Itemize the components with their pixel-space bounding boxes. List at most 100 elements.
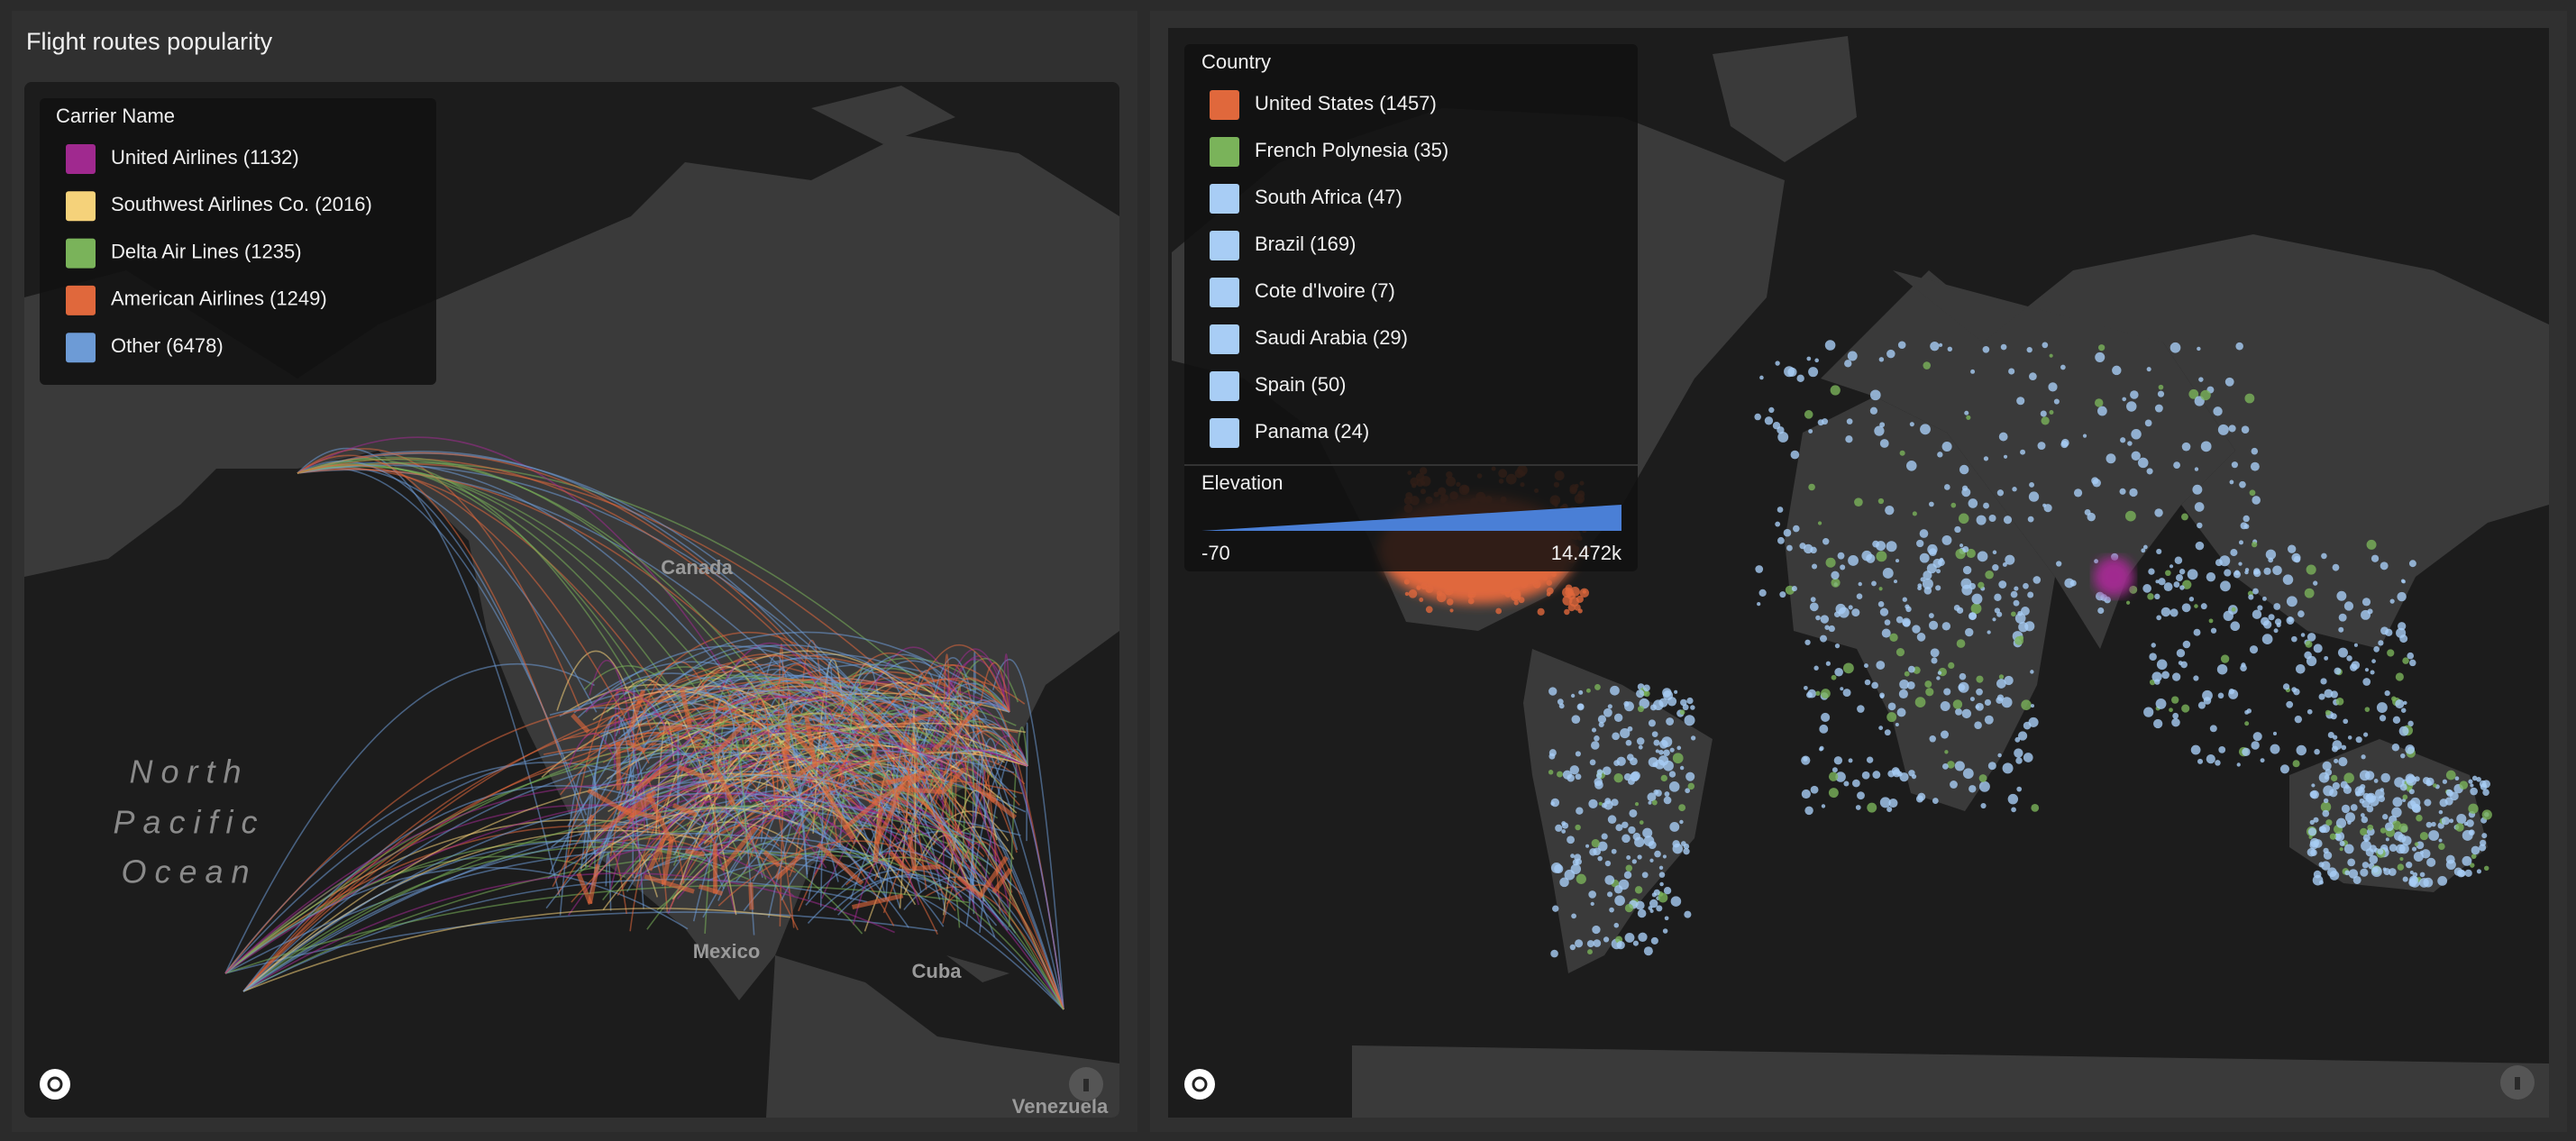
airport-point (1684, 715, 1695, 726)
route-arc (629, 774, 973, 844)
airport-point (1578, 689, 1584, 695)
airport-point (1848, 758, 1853, 763)
airport-point (2347, 820, 2352, 825)
airport-point (2228, 424, 2236, 433)
airport-point (2014, 736, 2021, 743)
airport-point (1994, 593, 2002, 602)
airport-point (1620, 727, 1631, 739)
airport-point (2335, 698, 2344, 706)
route-arc (224, 663, 595, 974)
airport-point (1658, 749, 1664, 755)
airport-point (1626, 753, 1634, 762)
route-arc (592, 747, 1015, 790)
airport-point (2194, 467, 2199, 471)
airport-point (2023, 582, 2029, 589)
airport-point (2344, 870, 2351, 876)
airport-point (1872, 771, 1881, 779)
airport-point (2119, 488, 2126, 495)
airport-point (1851, 608, 1860, 617)
route-arc (956, 875, 984, 899)
airport-point (2337, 647, 2349, 658)
airport-point (1962, 545, 1969, 553)
airport-point (2016, 786, 2023, 792)
airport-point (1643, 684, 1650, 692)
airport-point (2091, 477, 2099, 485)
airport-point (1652, 699, 1664, 711)
airport-point (1658, 865, 1664, 870)
airport-point (2402, 657, 2409, 664)
airport-point (1513, 600, 1519, 606)
route-arc (979, 662, 1010, 713)
legend-label: Southwest Airlines Co. (2016) (111, 193, 372, 215)
airport-point (2398, 726, 2409, 736)
airport-point (2029, 372, 2037, 381)
airport-point (1808, 367, 1819, 378)
route-arc (692, 795, 772, 922)
airport-point (2261, 634, 2273, 644)
airport-point (1881, 628, 1891, 638)
airport-point (1575, 824, 1581, 831)
airport-point (1869, 406, 1878, 415)
airport-point (1884, 619, 1891, 625)
airport-point (2402, 876, 2408, 882)
airport-point (2193, 675, 2199, 681)
airport-point (1642, 827, 1653, 838)
airport-point (2243, 524, 2250, 530)
airport-point (2296, 744, 2307, 756)
airport-point (2238, 540, 2243, 545)
route-arc (659, 724, 683, 731)
airport-point (1638, 744, 1643, 750)
airport-point (2389, 844, 2398, 853)
compass-button[interactable] (1184, 1069, 1215, 1100)
airport-point (2309, 790, 2317, 799)
airport-point (2148, 568, 2155, 575)
airport-point (2002, 561, 2007, 567)
route-arc (607, 722, 1027, 813)
airport-point (1571, 715, 1581, 725)
route-arc (629, 853, 664, 932)
airport-point (2364, 707, 2370, 712)
airport-point (2030, 670, 2034, 674)
legend-label: Delta Air Lines (1235) (111, 240, 302, 262)
airport-point (2438, 809, 2444, 815)
airport-point (2360, 813, 2365, 817)
airport-point (2224, 569, 2232, 577)
route-arc (826, 733, 842, 754)
airport-point (2243, 515, 2250, 523)
airport-point (1939, 342, 1943, 347)
airport-point (1911, 773, 1917, 780)
airport-point (1565, 588, 1575, 598)
airport-point (2408, 789, 2415, 795)
airport-point (1958, 683, 1966, 691)
airport-point (2445, 770, 2456, 780)
map-label: Pacific (113, 804, 265, 841)
airport-point (2195, 541, 2205, 551)
airport-point (1672, 840, 1680, 848)
airport-point (2323, 798, 2329, 804)
airport-point (1603, 936, 1610, 943)
airport-point (1557, 771, 1563, 778)
route-arc (774, 853, 803, 881)
airport-point (2144, 419, 2152, 427)
airport-point (2347, 735, 2352, 740)
airport-point (2272, 731, 2278, 735)
airport-point (2360, 868, 2369, 877)
airport-point (2399, 856, 2404, 862)
legend-label: American Airlines (1249) (111, 288, 327, 310)
airport-point (1842, 662, 1854, 674)
airport-point (1567, 773, 1575, 782)
airport-point (2213, 406, 2223, 416)
compass-button[interactable] (40, 1069, 70, 1100)
airport-point (1649, 858, 1654, 863)
airport-point (1943, 484, 1950, 490)
airport-point (2380, 626, 2389, 635)
airport-point (2003, 454, 2008, 459)
airport-point (1777, 507, 1784, 513)
route-arc (896, 709, 937, 729)
airport-point (1854, 497, 1863, 507)
airport-point (2188, 597, 2195, 602)
airport-point (2200, 389, 2211, 401)
airport-point (2181, 442, 2191, 452)
airport-point (1895, 616, 1904, 624)
route-arc (748, 698, 777, 814)
